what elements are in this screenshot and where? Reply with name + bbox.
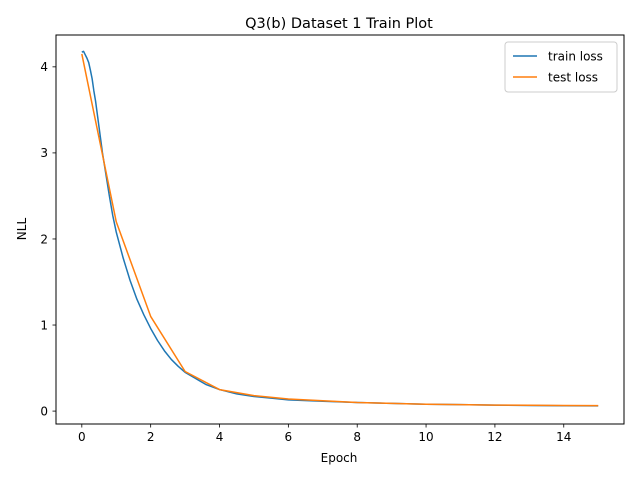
x-tick-label: 8 [353,430,361,444]
x-tick-label: 0 [78,430,86,444]
y-tick-label: 3 [40,146,48,160]
x-tick-label: 6 [285,430,293,444]
x-tick-label: 4 [216,430,224,444]
series-line-test-loss [81,53,599,407]
chart-title: Q3(b) Dataset 1 Train Plot [245,16,433,32]
legend-label-test-loss: test loss [548,71,598,85]
series-line-train-loss [81,50,599,407]
y-tick-label: 0 [40,404,48,418]
plot-frame [55,34,625,425]
x-axis: 0 2 4 6 8 10 12 14 [78,424,571,444]
legend-label-train-loss: train loss [548,50,603,64]
legend-box [504,41,618,93]
y-tick-label: 4 [40,60,48,74]
y-axis: 0 1 2 3 4 [40,60,56,418]
y-tick-label: 2 [40,232,48,246]
y-tick-label: 1 [40,318,48,332]
series-layer [81,50,599,407]
x-tick-label: 10 [418,430,433,444]
x-tick-label: 2 [147,430,155,444]
x-tick-label: 12 [487,430,502,444]
y-axis-label: NLL [15,218,29,241]
legend: train loss test loss [504,41,618,93]
x-axis-label: Epoch [321,451,358,465]
x-tick-label: 14 [556,430,571,444]
